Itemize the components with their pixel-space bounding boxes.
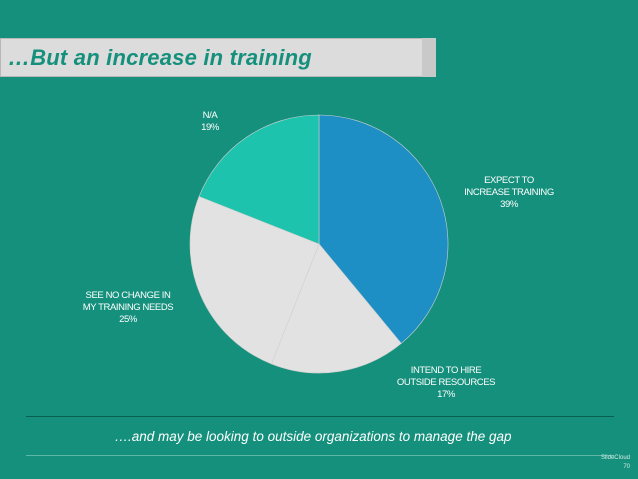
page-title: …But an increase in training (8, 45, 312, 70)
slice-label-na: N/A 19% (201, 110, 219, 133)
top-divider (26, 416, 614, 417)
pie-slice-3 (198, 114, 320, 245)
bottom-divider (26, 455, 614, 456)
title-bar: …But an increase in training (0, 38, 436, 77)
pie-slice-2 (189, 196, 320, 365)
page-number: 70 (623, 464, 630, 470)
brand-watermark: SlideCloud 70 (601, 454, 630, 472)
pie-slice-0 (318, 114, 449, 344)
slice-label-see-no-change: SEE NO CHANGE IN MY TRAINING NEEDS 25% (82, 290, 174, 325)
subtitle: ….and may be looking to outside organiza… (114, 429, 512, 444)
pie-slice-1 (271, 243, 402, 374)
slice-label-intend-to-hire-outside-resources: INTEND TO HIRE OUTSIDE RESOURCES 17% (396, 365, 496, 400)
brand-name: SlideCloud (600, 455, 630, 461)
slice-label-expect-to-increase-training: EXPECT TO INCREASE TRAINING 39% (464, 175, 554, 210)
